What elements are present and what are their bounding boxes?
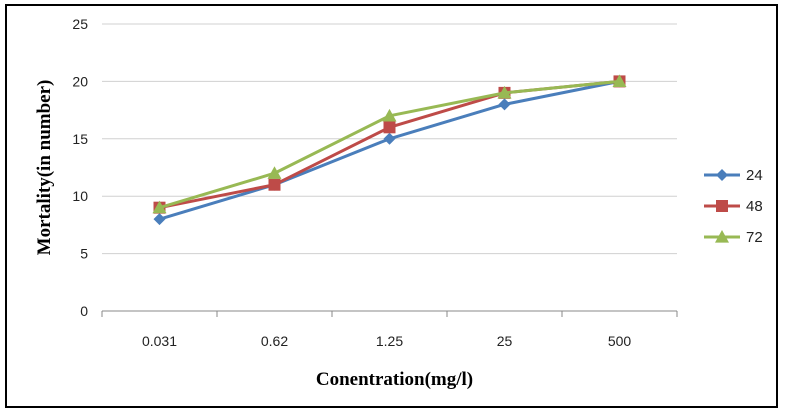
legend-label: 24 [746, 167, 763, 184]
x-tick-label: 1.25 [376, 333, 403, 349]
x-tick-label: 0.62 [261, 333, 288, 349]
legend-label: 72 [746, 229, 763, 246]
y-tick-label: 5 [80, 246, 88, 262]
x-tick-label: 0.031 [142, 333, 177, 349]
data-point-24 [153, 213, 166, 226]
data-point-48 [383, 121, 396, 134]
y-axis-title: Mortality(in number) [34, 80, 55, 256]
y-tick-label: 20 [72, 73, 88, 89]
chart-frame [5, 4, 778, 408]
x-tick-label: 500 [608, 333, 632, 349]
data-point-72 [612, 74, 627, 87]
y-tick-label: 0 [80, 303, 88, 319]
legend-label: 48 [746, 198, 763, 215]
y-tick-label: 15 [72, 131, 88, 147]
data-point-24 [383, 132, 396, 145]
legend-marker-72 [715, 230, 729, 243]
data-point-48 [268, 178, 281, 191]
y-tick-label: 25 [72, 16, 88, 32]
x-tick-label: 25 [497, 333, 513, 349]
x-axis-title: Conentration(mg/l) [316, 369, 473, 390]
data-point-72 [382, 108, 397, 122]
legend-marker-24 [716, 169, 728, 181]
data-point-72 [497, 85, 512, 99]
y-tick-label: 10 [72, 188, 88, 204]
legend-marker-48 [716, 200, 728, 212]
data-point-72 [152, 200, 167, 214]
data-point-24 [498, 98, 511, 111]
series-line-24 [159, 79, 620, 221]
data-point-72 [267, 166, 282, 179]
